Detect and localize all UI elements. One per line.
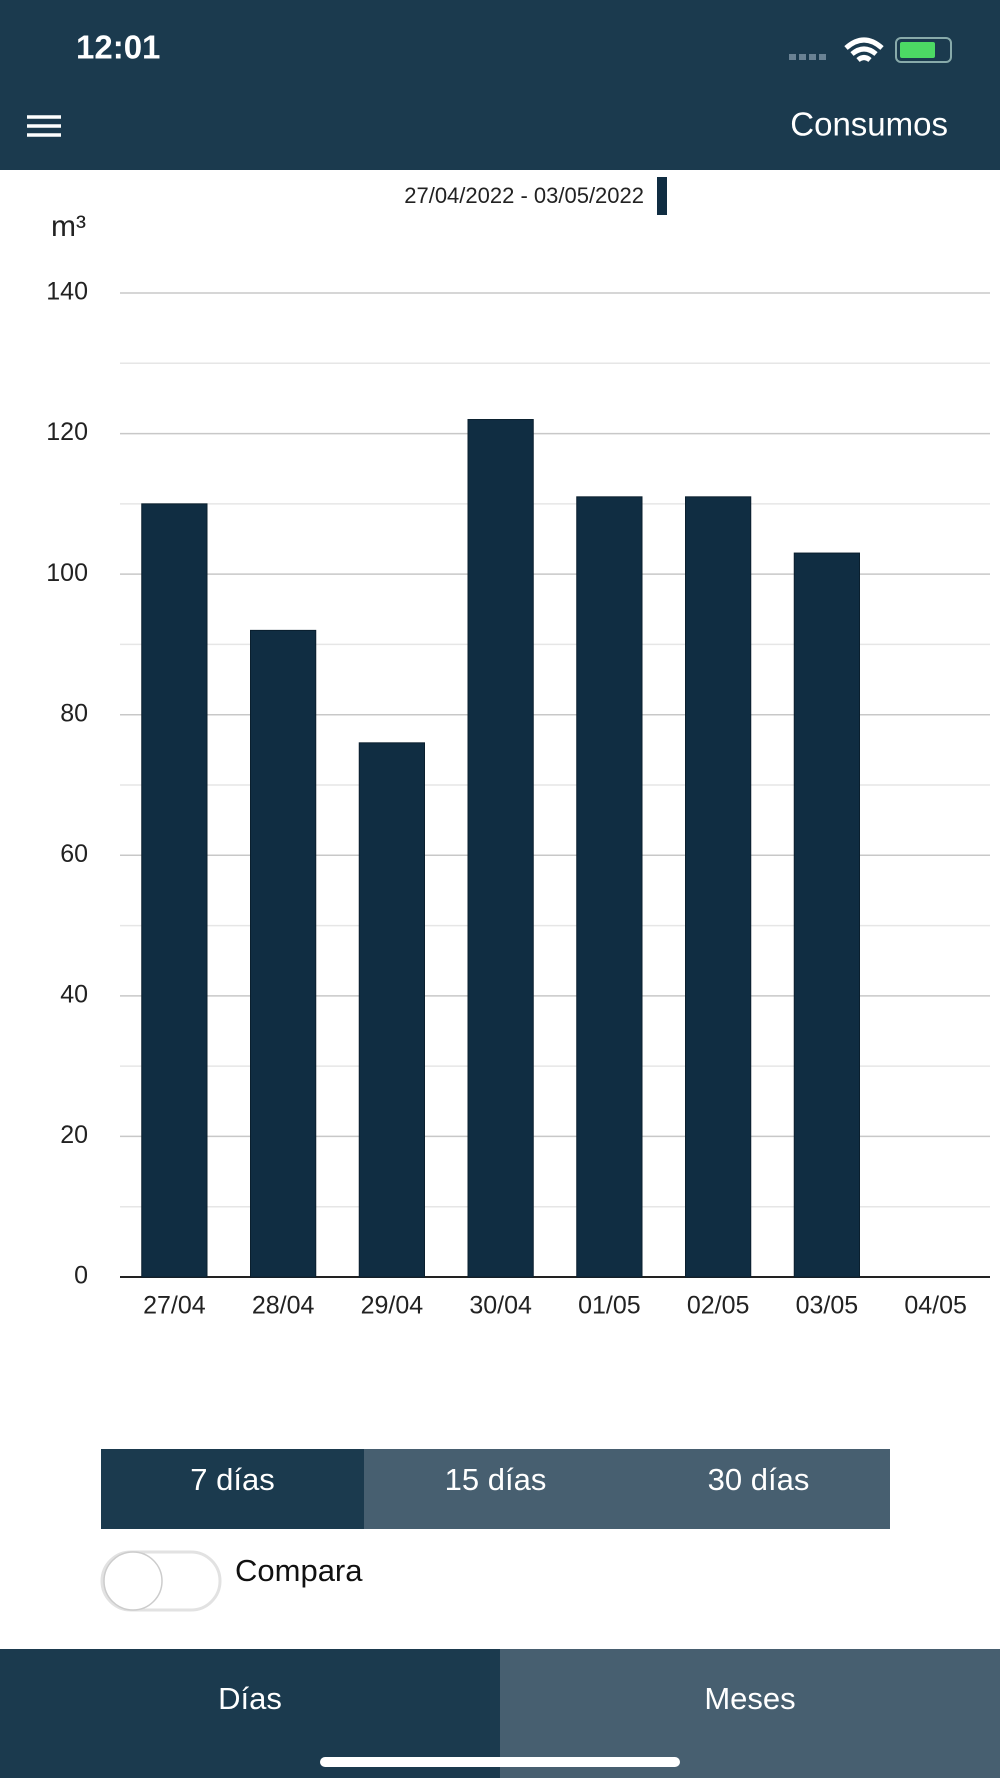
bar [793,552,860,1278]
tab-label: Días [218,1681,282,1716]
x-tick-label: 01/05 [578,1292,641,1320]
x-tick-label: 02/05 [687,1292,750,1320]
x-tick-label: 30/04 [469,1292,532,1320]
tab-label: Meses [704,1681,795,1716]
x-tick-label: 28/04 [252,1292,315,1320]
legend-swatch [657,177,667,215]
y-tick-label: 80 [60,699,88,727]
legend-label: 27/04/2022 - 03/05/2022 [404,183,644,208]
signal-icon [789,54,826,60]
top-bar [0,0,1000,170]
bar [250,629,317,1278]
toggle-knob [103,1551,163,1611]
range-option[interactable] [101,1449,364,1529]
y-axis-label: m³ [51,210,86,243]
y-tick-label: 0 [74,1262,88,1290]
range-option-label: 7 días [190,1462,274,1497]
y-tick-label: 100 [46,559,88,587]
y-tick-label: 120 [46,418,88,446]
home-indicator [320,1757,680,1767]
wifi-icon [844,37,884,63]
bar [358,742,425,1278]
menu-button[interactable] [27,115,61,137]
tab[interactable] [500,1649,1000,1778]
range-option-label: 15 días [445,1462,547,1497]
bar [467,419,534,1278]
header-title: Consumos [790,106,948,143]
range-option[interactable] [364,1449,627,1529]
y-tick-label: 60 [60,840,88,868]
y-tick-label: 140 [46,278,88,306]
x-tick-label: 27/04 [143,1292,206,1320]
range-option[interactable] [627,1449,890,1529]
y-tick-label: 40 [60,980,88,1008]
x-tick-label: 03/05 [796,1292,859,1320]
x-tick-label: 29/04 [361,1292,424,1320]
battery-level [900,42,935,58]
battery-icon [895,37,952,63]
tab[interactable] [0,1649,500,1778]
x-tick-label: 04/05 [904,1292,967,1320]
status-time: 12:01 [76,29,160,66]
range-option-label: 30 días [708,1462,810,1497]
bar [576,496,643,1278]
y-tick-label: 20 [60,1121,88,1149]
bar [141,503,208,1278]
compare-label: Compara [235,1553,363,1588]
bar [685,496,752,1278]
